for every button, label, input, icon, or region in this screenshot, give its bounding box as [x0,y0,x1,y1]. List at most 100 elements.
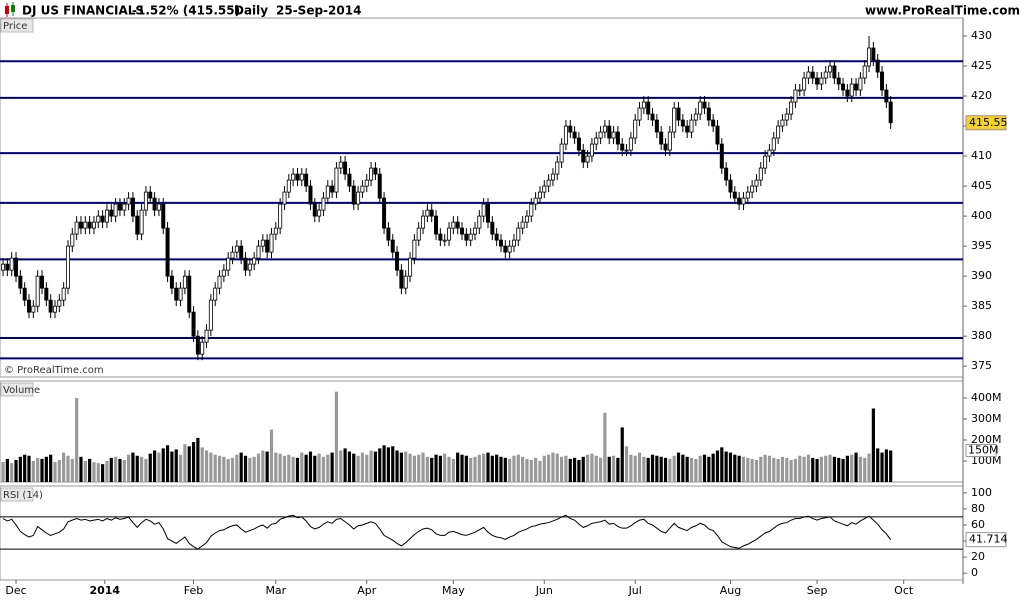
volume-bar [581,456,585,482]
volume-bar [109,457,113,482]
volume-bar [551,452,555,482]
candle-body [308,185,313,205]
candle-body [641,101,646,109]
candle-body [806,71,811,79]
candle-body [48,299,53,313]
candle-body [728,179,733,193]
volume-bar [157,452,161,482]
volume-bar [741,456,746,482]
candle-body [91,221,96,229]
header-icon [5,2,15,17]
volume-bar [871,408,875,482]
candle-body [802,77,807,91]
volume-bar [832,456,836,482]
candle-body [213,287,218,301]
candle-body [793,89,798,103]
volume-bar [265,451,269,482]
volume-bar [118,458,122,482]
candle-body [312,203,317,217]
candle-body [737,197,742,205]
candle-body [819,77,824,85]
candle-body [477,215,482,229]
volume-bar [14,459,18,482]
candle-body [568,125,573,133]
candle-body [828,65,833,73]
candle-body [524,215,529,223]
volume-bar [724,451,728,482]
volume-bar [417,454,421,482]
candle-body [789,101,794,115]
candle-body [291,173,296,181]
volume-bar [44,456,48,482]
volume-bar [161,448,165,482]
last-rsi-label: 41.714 [969,533,1008,546]
volume-bar [464,455,468,482]
candle-body [745,191,750,199]
volume-bar [547,454,551,482]
candle-body [698,101,703,115]
volume-bar [685,456,689,482]
y-tick-label: 430 [971,29,992,42]
volume-bar [18,456,22,482]
watermark: © ProRealTime.com [4,365,104,376]
candle-body [321,197,326,211]
volume-bar [92,462,96,482]
volume-bar [308,451,313,482]
volume-bar [334,391,339,482]
candle-body [880,71,885,91]
candle-body [507,245,512,253]
candle-body [122,203,127,211]
volume-bar [304,454,308,482]
x-tick-label: Mar [265,584,286,597]
candle-body [338,161,343,169]
candle-body [628,137,633,151]
candle-body [832,65,837,79]
candle-body [767,149,772,157]
volume-bar [594,455,598,482]
volume-bar [425,456,429,482]
x-tick-label: Apr [357,584,377,597]
candle-body [464,233,469,241]
volume-bar [754,459,759,482]
y-tick-label: 395 [971,239,992,252]
panel-label: Price [3,21,27,32]
panel-label-box [0,382,34,397]
volume-bar [858,456,862,482]
candle-body [650,113,655,121]
candle-body [230,251,235,259]
candle-body [9,257,14,271]
volume-bar [711,453,715,482]
candle-body [78,221,83,229]
volume-bar [746,457,750,482]
volume-bar [486,452,490,482]
volume-bar [629,454,633,482]
candle-body [299,173,304,181]
volume-bar [802,456,806,482]
instrument: DJ US FINANCIALS [22,4,144,18]
candle-body [22,287,27,301]
volume-bar [105,461,109,482]
candle-body [676,107,681,121]
volume-bar [66,455,70,482]
volume-bar [759,456,763,482]
candle-body [382,197,387,229]
date: 25-Sep-2014 [276,4,361,18]
candle-body [598,131,603,139]
candle-body [715,125,720,145]
volume-bar [767,455,772,482]
volume-bar [31,461,35,482]
candle-body [260,239,265,247]
volume-bar [521,456,525,482]
volume-bar [538,461,542,482]
candle-body [286,179,291,193]
candle-body [871,47,876,61]
volume-bar [96,463,100,482]
candle-body [356,191,361,205]
volume-bar [598,457,603,482]
candle-body [516,227,521,241]
candle-body [100,215,105,223]
candle-body [706,107,711,121]
candle-body [646,101,651,115]
candle-body [550,173,555,181]
volume-bar [646,457,650,482]
